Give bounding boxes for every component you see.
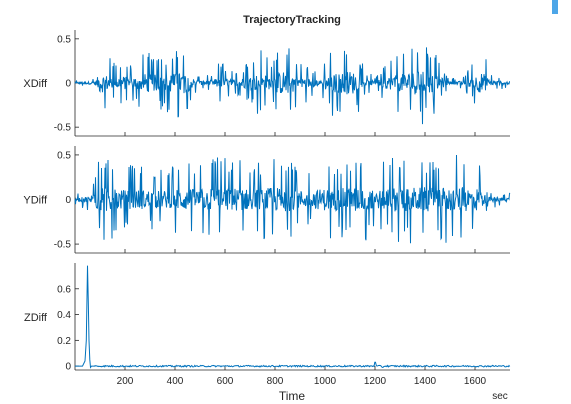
subplot-zdiff: 0 0.2 0.4 0.6 ZDiff bbox=[24, 263, 511, 373]
x-tick-label: 800 bbox=[267, 376, 284, 387]
series-line-ydiff bbox=[74, 154, 511, 244]
y-tick-label: 0 bbox=[65, 79, 71, 90]
x-tick-label: 400 bbox=[167, 376, 184, 387]
x-tick-label: 1600 bbox=[464, 376, 487, 387]
y-tick-label: -0.5 bbox=[54, 240, 72, 251]
y-tick-label: 0 bbox=[65, 195, 71, 206]
y-tick-label: 0.6 bbox=[57, 284, 71, 295]
y-axis-label: XDiff bbox=[23, 78, 48, 90]
x-axis-label: Time bbox=[279, 389, 306, 403]
x-axis-unit: sec bbox=[492, 391, 508, 402]
x-tick-label: 200 bbox=[117, 376, 134, 387]
subplot-ydiff: -0.5 0 0.5 YDiff bbox=[23, 146, 511, 254]
y-tick-label: -0.5 bbox=[54, 123, 72, 134]
x-tick-label: 1000 bbox=[314, 376, 337, 387]
y-axis-label: ZDiff bbox=[24, 312, 48, 324]
shared-x-axis: 200 400 600 800 1000 1200 1400 1600 bbox=[117, 376, 487, 387]
chart-title: TrajectoryTracking bbox=[243, 14, 341, 26]
y-axis-label: YDiff bbox=[23, 195, 48, 207]
y-tick-label: 0.5 bbox=[57, 34, 71, 45]
series-line-zdiff bbox=[75, 265, 511, 369]
y-tick-label: 0 bbox=[65, 362, 71, 373]
accent-strip bbox=[552, 0, 558, 14]
series-line-xdiff bbox=[74, 47, 510, 125]
y-tick-label: 0.2 bbox=[57, 336, 71, 347]
subplot-xdiff: -0.5 0 0.5 XDiff bbox=[23, 30, 510, 137]
x-tick-label: 1400 bbox=[414, 376, 437, 387]
y-tick-label: 0.5 bbox=[57, 150, 71, 161]
y-tick-label: 0.4 bbox=[57, 310, 71, 321]
x-tick-label: 600 bbox=[217, 376, 234, 387]
x-tick-label: 1200 bbox=[364, 376, 387, 387]
